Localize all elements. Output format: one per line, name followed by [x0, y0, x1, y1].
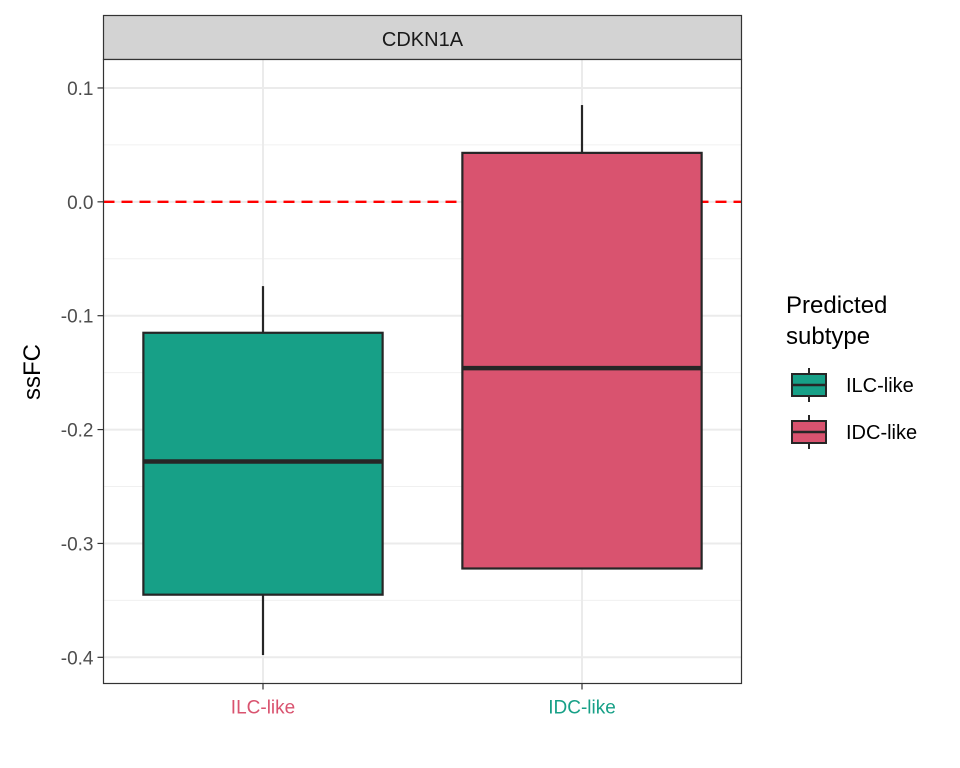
box-layer	[142, 105, 703, 656]
box-body	[142, 331, 384, 596]
y-tick-label: -0.2	[61, 421, 94, 442]
legend-entry: IDC-like	[791, 415, 917, 449]
y-tick-label: 0.0	[67, 193, 93, 214]
y-axis-title: ssFC	[19, 344, 46, 400]
plot-panel-border	[102, 58, 743, 685]
legend-label: ILC-like	[846, 375, 914, 397]
x-tick-label: IDC-like	[548, 698, 616, 719]
y-tick-label: -0.1	[61, 307, 94, 328]
x-tick-label: ILC-like	[231, 698, 295, 719]
legend-entry: ILC-like	[791, 368, 914, 402]
legend-title-line-1: Predicted	[786, 292, 887, 319]
y-tick-label: 0.1	[67, 79, 93, 100]
legend: Predicted subtype ILC-like IDC-like	[786, 292, 917, 449]
box-ilc-like	[142, 286, 384, 656]
box-idc-like	[461, 105, 703, 570]
x-axis: ILC-like IDC-like	[231, 683, 616, 719]
box-body	[461, 151, 703, 570]
legend-title-line-2: subtype	[786, 323, 870, 350]
facet-label: CDKN1A	[382, 29, 464, 51]
facet-strip	[102, 14, 743, 61]
y-tick-label: -0.4	[61, 648, 94, 669]
y-axis: 0.1 0.0 -0.1 -0.2 -0.3 -0.4	[61, 79, 104, 669]
legend-label: IDC-like	[846, 422, 917, 444]
y-tick-label: -0.3	[61, 534, 94, 555]
